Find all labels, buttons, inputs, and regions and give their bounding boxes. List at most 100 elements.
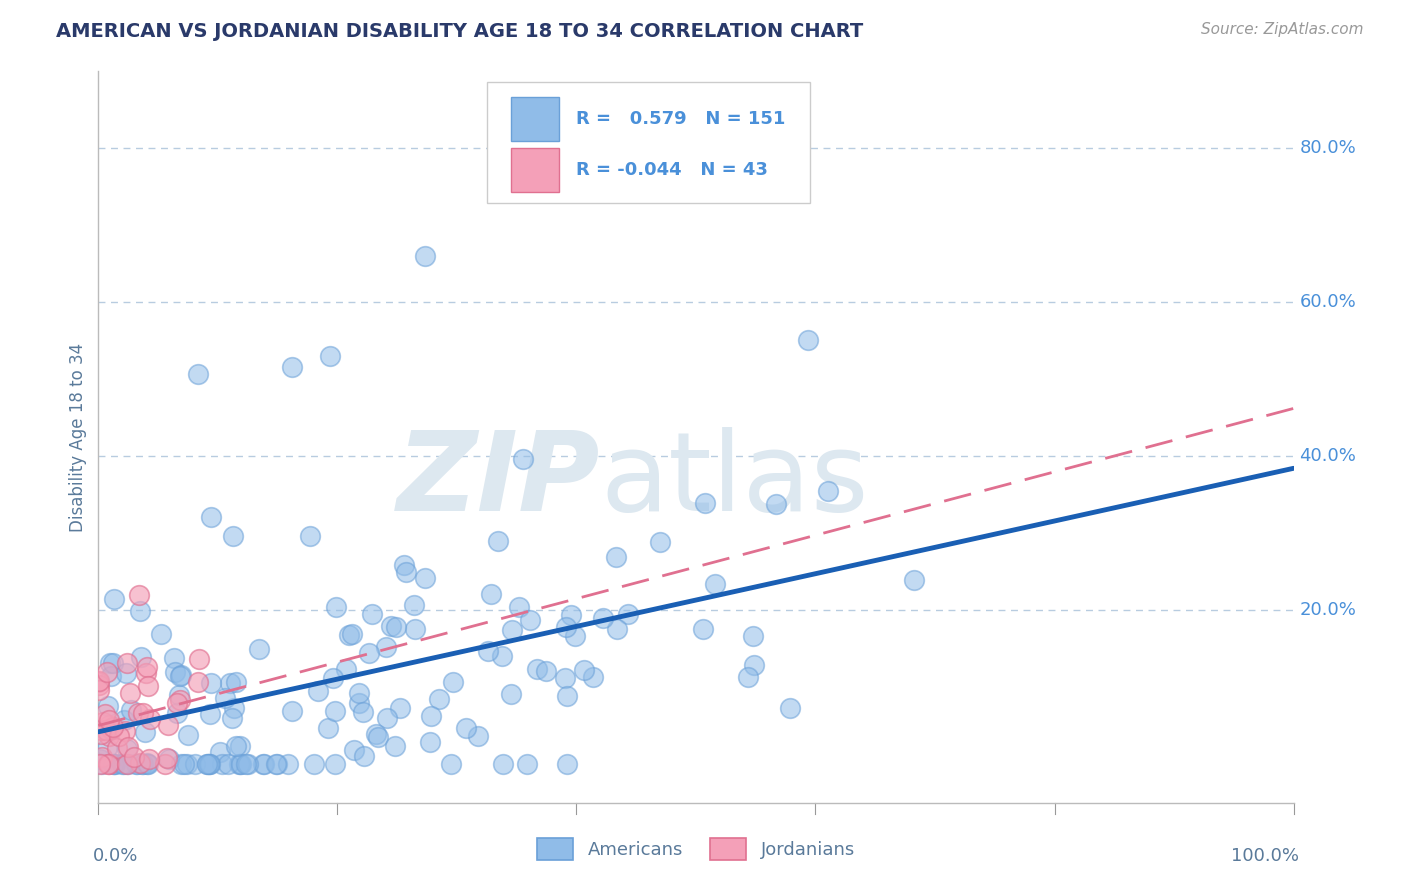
Point: [155, 757, 177, 772]
Point: [737, 670, 759, 684]
Point: [131, 757, 153, 772]
Point: [402, 599, 425, 613]
Point: [516, 757, 538, 772]
Point: [136, 757, 159, 772]
Legend: Americans, Jordanians: Americans, Jordanians: [530, 830, 862, 867]
Point: [467, 730, 489, 744]
Point: [225, 675, 247, 690]
Point: [361, 607, 384, 622]
Point: [342, 627, 364, 641]
Point: [247, 642, 270, 657]
Point: [526, 662, 548, 676]
Point: [491, 648, 513, 663]
Point: [765, 497, 787, 511]
Point: [89, 678, 111, 692]
Point: [128, 588, 150, 602]
Point: [115, 656, 138, 670]
Point: [91, 757, 114, 772]
Point: [605, 550, 627, 565]
Point: [89, 723, 111, 737]
Point: [187, 674, 209, 689]
Point: [648, 535, 671, 549]
Point: [555, 689, 578, 703]
Point: [392, 558, 415, 573]
Point: [104, 756, 127, 771]
Point: [195, 757, 218, 772]
Point: [135, 666, 157, 681]
Point: [231, 757, 253, 772]
Point: [742, 658, 765, 673]
Point: [560, 608, 582, 623]
Point: [132, 757, 155, 772]
Text: R =   0.579   N = 151: R = 0.579 N = 151: [576, 110, 786, 128]
Point: [501, 623, 523, 637]
Text: 100.0%: 100.0%: [1232, 847, 1299, 864]
Point: [87, 673, 110, 688]
Point: [456, 721, 478, 735]
Text: R = -0.044   N = 43: R = -0.044 N = 43: [576, 161, 768, 179]
Point: [198, 757, 221, 772]
FancyBboxPatch shape: [486, 82, 810, 203]
Point: [115, 757, 138, 772]
Point: [124, 757, 146, 772]
Text: 60.0%: 60.0%: [1299, 293, 1357, 311]
Point: [138, 752, 160, 766]
Point: [266, 757, 288, 772]
Point: [169, 669, 191, 683]
Point: [367, 730, 389, 744]
Point: [96, 741, 118, 756]
Point: [208, 745, 231, 759]
Point: [103, 720, 125, 734]
Point: [325, 757, 347, 772]
Point: [302, 757, 325, 772]
Point: [228, 757, 250, 772]
Point: [252, 757, 274, 772]
Point: [347, 686, 370, 700]
Point: [103, 592, 125, 607]
Point: [224, 700, 246, 714]
Point: [94, 706, 117, 721]
Text: ZIP: ZIP: [396, 427, 600, 534]
Point: [176, 757, 198, 772]
Point: [574, 663, 596, 677]
Point: [157, 752, 180, 766]
Point: [214, 690, 236, 705]
Point: [115, 666, 138, 681]
Point: [103, 757, 125, 772]
Point: [389, 701, 412, 715]
Point: [197, 757, 219, 772]
Point: [101, 657, 124, 671]
Text: 40.0%: 40.0%: [1299, 447, 1357, 466]
Point: [117, 757, 139, 772]
Point: [277, 757, 299, 772]
Point: [200, 676, 222, 690]
Point: [375, 711, 398, 725]
Point: [166, 706, 188, 720]
Point: [557, 757, 579, 772]
Point: [217, 757, 239, 772]
Point: [384, 739, 406, 753]
Point: [89, 752, 111, 766]
Point: [236, 757, 259, 772]
Point: [97, 698, 120, 713]
Point: [127, 706, 149, 720]
Point: [96, 757, 118, 772]
Point: [512, 451, 534, 466]
Point: [187, 652, 209, 666]
Point: [135, 757, 157, 772]
Point: [554, 671, 576, 685]
Point: [477, 644, 499, 658]
Point: [695, 495, 717, 509]
Point: [120, 686, 142, 700]
Point: [129, 650, 152, 665]
Point: [91, 714, 114, 729]
Point: [98, 714, 121, 728]
Point: [325, 600, 347, 615]
Point: [404, 622, 426, 636]
Point: [385, 620, 408, 634]
Point: [704, 577, 727, 591]
Point: [374, 640, 396, 655]
Point: [96, 665, 118, 680]
Point: [307, 683, 329, 698]
Point: [98, 757, 121, 772]
